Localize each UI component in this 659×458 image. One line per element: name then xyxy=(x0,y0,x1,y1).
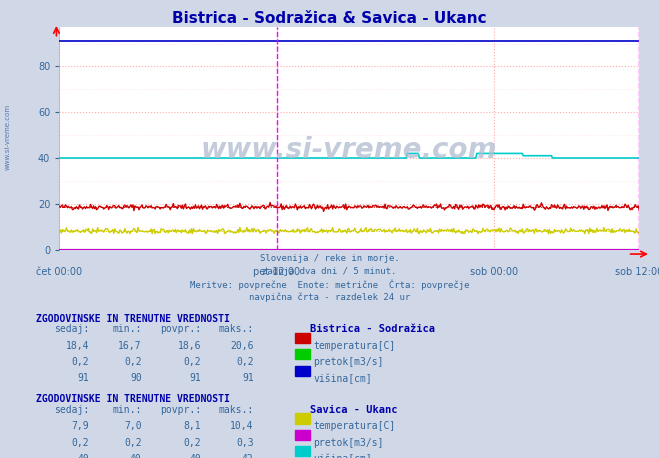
Text: 91: 91 xyxy=(242,373,254,383)
Text: navpična črta - razdelek 24 ur: navpična črta - razdelek 24 ur xyxy=(249,293,410,302)
Text: Savica - Ukanc: Savica - Ukanc xyxy=(310,405,397,415)
Text: Slovenija / reke in morje.: Slovenija / reke in morje. xyxy=(260,254,399,263)
Text: maks.:: maks.: xyxy=(219,405,254,415)
Text: 7,9: 7,9 xyxy=(71,421,89,431)
Text: čet 00:00: čet 00:00 xyxy=(36,267,82,278)
Text: 20,6: 20,6 xyxy=(230,341,254,351)
Text: temperatura[C]: temperatura[C] xyxy=(313,421,395,431)
Text: 42: 42 xyxy=(242,454,254,458)
Text: 18,4: 18,4 xyxy=(65,341,89,351)
Text: 18,6: 18,6 xyxy=(177,341,201,351)
Text: 40: 40 xyxy=(77,454,89,458)
Text: 90: 90 xyxy=(130,373,142,383)
Text: ZGODOVINSKE IN TRENUTNE VREDNOSTI: ZGODOVINSKE IN TRENUTNE VREDNOSTI xyxy=(36,314,230,324)
Text: 0,2: 0,2 xyxy=(71,357,89,367)
Text: 40: 40 xyxy=(189,454,201,458)
Text: min.:: min.: xyxy=(112,324,142,334)
Text: 16,7: 16,7 xyxy=(118,341,142,351)
Text: 8,1: 8,1 xyxy=(183,421,201,431)
Text: pretok[m3/s]: pretok[m3/s] xyxy=(313,437,384,447)
Text: pet 12:00: pet 12:00 xyxy=(253,267,301,278)
Text: sob 12:00: sob 12:00 xyxy=(615,267,659,278)
Text: povpr.:: povpr.: xyxy=(160,324,201,334)
Text: 40: 40 xyxy=(130,454,142,458)
Text: Bistrica - Sodražica & Savica - Ukanc: Bistrica - Sodražica & Savica - Ukanc xyxy=(172,11,487,27)
Text: temperatura[C]: temperatura[C] xyxy=(313,341,395,351)
Text: 91: 91 xyxy=(77,373,89,383)
Text: povpr.:: povpr.: xyxy=(160,405,201,415)
Text: 7,0: 7,0 xyxy=(124,421,142,431)
Text: Bistrica - Sodražica: Bistrica - Sodražica xyxy=(310,324,435,334)
Text: višina[cm]: višina[cm] xyxy=(313,454,372,458)
Text: maks.:: maks.: xyxy=(219,324,254,334)
Text: 91: 91 xyxy=(189,373,201,383)
Text: pretok[m3/s]: pretok[m3/s] xyxy=(313,357,384,367)
Text: 10,4: 10,4 xyxy=(230,421,254,431)
Text: 0,2: 0,2 xyxy=(183,437,201,447)
Text: 0,2: 0,2 xyxy=(71,437,89,447)
Text: sob 00:00: sob 00:00 xyxy=(470,267,519,278)
Text: Meritve: povprečne  Enote: metrične  Črta: povprečje: Meritve: povprečne Enote: metrične Črta:… xyxy=(190,280,469,290)
Text: zadnja dva dni / 5 minut.: zadnja dva dni / 5 minut. xyxy=(262,267,397,276)
Text: 0,2: 0,2 xyxy=(183,357,201,367)
Text: 0,3: 0,3 xyxy=(236,437,254,447)
Text: 0,2: 0,2 xyxy=(236,357,254,367)
Text: sedaj:: sedaj: xyxy=(54,405,89,415)
Text: ZGODOVINSKE IN TRENUTNE VREDNOSTI: ZGODOVINSKE IN TRENUTNE VREDNOSTI xyxy=(36,394,230,404)
Text: www.si-vreme.com: www.si-vreme.com xyxy=(201,136,498,164)
Text: višina[cm]: višina[cm] xyxy=(313,373,372,384)
Text: min.:: min.: xyxy=(112,405,142,415)
Text: www.si-vreme.com: www.si-vreme.com xyxy=(5,104,11,170)
Text: sedaj:: sedaj: xyxy=(54,324,89,334)
Text: 0,2: 0,2 xyxy=(124,357,142,367)
Text: 0,2: 0,2 xyxy=(124,437,142,447)
